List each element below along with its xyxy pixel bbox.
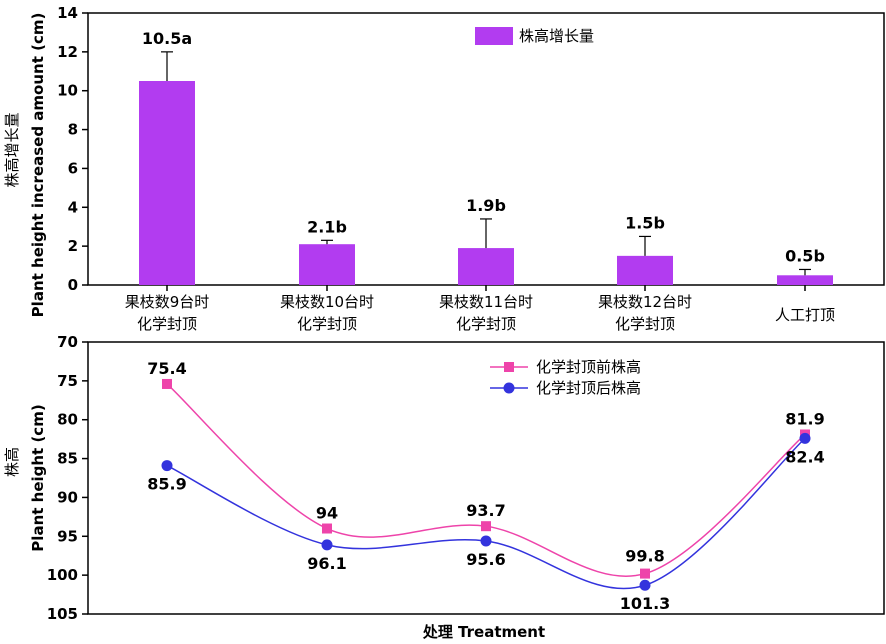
data-point-circle (161, 460, 173, 472)
data-point-square (640, 568, 650, 579)
data-value-label: 94 (316, 504, 338, 523)
line-y-tick-label: 100 (47, 566, 78, 584)
data-point-circle (639, 579, 651, 591)
bar-x-tick-label: 化学封顶 (615, 315, 675, 333)
data-value-label: 99.8 (625, 547, 664, 566)
bar-legend-label: 株高增长量 (519, 27, 594, 45)
bar-value-label: 1.9b (466, 196, 506, 215)
bar-y-tick-label: 10 (57, 82, 78, 100)
line-y-label-en: Plant height (cm) (29, 404, 47, 551)
line-legend-marker-before (504, 362, 514, 372)
x-axis-title: 处理 Treatment (422, 623, 545, 641)
data-point-square (162, 378, 172, 389)
data-value-label: 85.9 (147, 475, 186, 494)
bar-y-tick-label: 4 (68, 198, 78, 216)
bar-value-label: 0.5b (785, 246, 825, 265)
line-y-tick-label: 90 (57, 488, 78, 506)
bar-y-tick-label: 6 (68, 159, 78, 177)
bar (299, 244, 355, 285)
bar-x-tick-label: 化学封顶 (297, 315, 357, 333)
bar-x-tick-label: 果枝数9台时 (125, 293, 210, 311)
line-y-tick-label: 70 (57, 333, 78, 351)
bar-legend-swatch (475, 27, 513, 45)
data-point-square (481, 521, 491, 532)
bar-x-tick-label: 果枝数11台时 (439, 293, 533, 311)
bar-legend: 株高增长量 (475, 27, 594, 45)
line-plot-frame (87, 341, 885, 615)
bar-y-tick-label: 12 (57, 43, 78, 61)
line-y-tick-label: 95 (57, 527, 78, 545)
line-legend-label-before: 化学封顶前株高 (536, 358, 641, 376)
series-line (166, 383, 806, 577)
bar-value-label: 10.5a (142, 29, 192, 48)
bar-value-label: 1.5b (625, 213, 665, 232)
line-legend: 化学封顶前株高 化学封顶后株高 (490, 358, 641, 397)
bar (458, 248, 514, 285)
line-y-tick-label: 75 (57, 372, 78, 390)
data-point-circle (321, 539, 333, 551)
bar-x-axis: 果枝数9台时化学封顶果枝数10台时化学封顶果枝数11台时化学封顶果枝数12台时化… (125, 285, 835, 333)
line-legend-label-after: 化学封顶后株高 (536, 379, 641, 397)
bar-y-tick-label: 14 (57, 4, 78, 22)
bar-x-tick-label: 化学封顶 (456, 315, 516, 333)
bar-y-axis: 0 2 4 6 8 10 12 14 (57, 4, 88, 294)
line-y-tick-label: 105 (47, 605, 78, 623)
data-value-label: 95.6 (466, 550, 505, 569)
line-chart-panel: 70 75 80 85 90 95 100 105 75.4 94 93.7 99.8 81.9 85.… (3, 333, 885, 641)
bar-y-label-cn: 株高增长量 (3, 112, 21, 187)
line-y-label-cn: 株高 (3, 447, 21, 477)
data-point-square (322, 523, 332, 534)
bar-y-tick-label: 8 (68, 121, 78, 139)
line-series: 75.4 94 93.7 99.8 81.9 85.9 96.1 95.6 101.3 82.4 (147, 359, 824, 613)
data-value-label: 82.4 (785, 447, 824, 466)
bar-value-label: 2.1b (307, 217, 347, 236)
data-point-circle (480, 535, 492, 547)
bar-x-tick-label: 化学封顶 (137, 315, 197, 333)
bar-series: 10.5a 2.1b 1.9b 1.5b 0.5b (139, 29, 833, 285)
bar-y-tick-label: 2 (68, 237, 78, 255)
bar-x-tick-label: 果枝数10台时 (280, 293, 374, 311)
data-value-label: 75.4 (147, 359, 186, 378)
line-legend-marker-after (503, 382, 515, 394)
bar-y-label-en: Plant height increased amount (cm) (29, 13, 47, 318)
data-value-label: 81.9 (785, 409, 824, 428)
data-value-label: 93.7 (466, 501, 505, 520)
data-value-label: 96.1 (307, 554, 346, 573)
bar-x-tick-label: 果枝数12台时 (598, 293, 692, 311)
bar-y-tick-label: 0 (68, 276, 78, 294)
bar-x-tick-label: 人工打顶 (775, 306, 835, 324)
bar (617, 255, 673, 285)
bar (777, 275, 833, 285)
line-y-tick-label: 85 (57, 450, 78, 468)
data-value-label: 101.3 (620, 594, 671, 613)
line-y-tick-label: 80 (57, 411, 78, 429)
line-y-axis: 70 75 80 85 90 95 100 105 (47, 333, 88, 623)
data-point-circle (799, 432, 811, 444)
bar (139, 81, 195, 285)
